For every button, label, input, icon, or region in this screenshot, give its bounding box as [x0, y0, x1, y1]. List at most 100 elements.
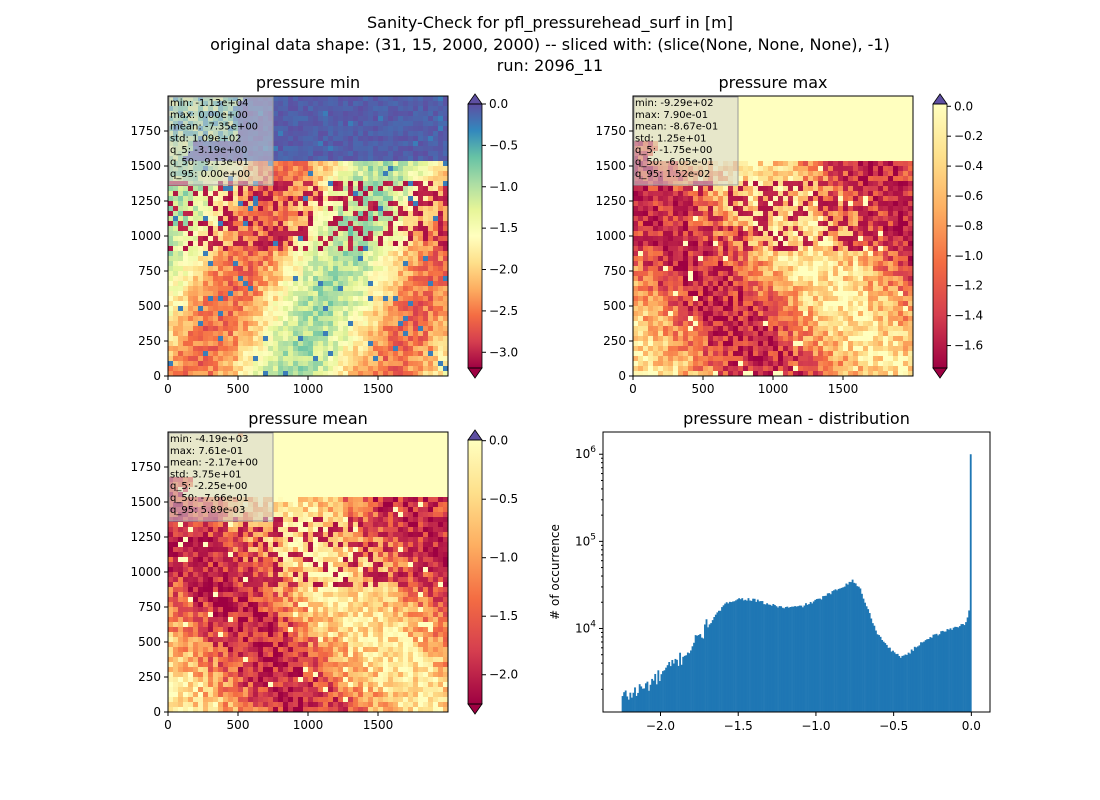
histogram-bar — [836, 590, 838, 712]
histogram-bar — [946, 629, 949, 712]
histogram-bar — [718, 610, 720, 712]
colorbar-gradient — [468, 104, 482, 368]
histogram-bar — [815, 599, 818, 712]
histogram-bar — [839, 588, 842, 712]
histogram-bar — [756, 599, 759, 712]
histogram-bar — [680, 664, 683, 712]
histogram-bar — [623, 692, 626, 712]
histogram-bar — [676, 659, 678, 712]
stats-line: q_95: 5.89e-03 — [170, 505, 245, 516]
histogram-bar — [711, 620, 714, 712]
histogram-bar — [704, 624, 706, 712]
histogram-bar — [752, 598, 755, 712]
y-tick-label: 104 — [575, 619, 596, 635]
histogram-bar — [962, 624, 964, 712]
y-tick-label: 0 — [153, 369, 161, 383]
figure-suptitle-line-2: original data shape: (31, 15, 2000, 2000… — [210, 35, 890, 54]
y-tick-label: 1500 — [595, 159, 626, 173]
colorbar-tick-label: 0.0 — [489, 434, 508, 448]
histogram-bar — [753, 598, 756, 712]
histogram-bar — [772, 604, 775, 712]
x-tick-label: 0 — [164, 718, 172, 732]
histogram-bar — [955, 626, 958, 712]
y-tick-label: 1000 — [595, 229, 626, 243]
y-tick-label: 250 — [138, 670, 161, 684]
histogram-bar — [819, 598, 821, 712]
x-tick-label: −1.5 — [724, 719, 753, 733]
x-tick-label: 1000 — [293, 718, 324, 732]
histogram-bar — [697, 635, 700, 712]
histogram-bar — [929, 637, 932, 712]
histogram-bar — [948, 629, 950, 712]
y-tick-label: 250 — [138, 334, 161, 348]
colorbar-tick-label: −2.0 — [489, 263, 518, 277]
histogram-bar — [876, 634, 879, 712]
colorbar-tick-label: −1.5 — [489, 609, 518, 623]
histogram-bar — [741, 598, 744, 712]
stats-line: q_95: 1.52e-02 — [635, 169, 710, 180]
y-tick-label: 250 — [603, 334, 626, 348]
histogram-bar — [773, 605, 776, 712]
histogram-bar — [784, 607, 787, 712]
stats-line: max: 0.00e+00 — [170, 110, 248, 121]
colorbar-extend-top — [467, 93, 483, 105]
y-tick-label: 106 — [575, 445, 596, 461]
colorbar-tick-label: −2.5 — [489, 304, 518, 318]
histogram-bar — [727, 603, 730, 712]
histogram-bar — [674, 658, 677, 712]
histogram-bar — [825, 595, 828, 712]
histogram-bar — [646, 681, 649, 712]
histogram-bar — [691, 646, 694, 712]
histogram-bar — [949, 628, 952, 712]
histogram-bar — [809, 601, 812, 712]
histogram-bar — [898, 656, 901, 712]
histogram-bar — [934, 634, 936, 712]
histogram-bar — [722, 605, 725, 712]
colorbar-tick-label: −1.4 — [954, 309, 983, 323]
histogram-bar — [634, 687, 636, 712]
histogram-bar — [660, 674, 663, 712]
histogram-bar — [791, 606, 793, 712]
histogram-bar — [730, 602, 733, 712]
histogram-bar — [913, 646, 916, 712]
histogram-bar — [912, 650, 915, 712]
histogram-bar — [738, 598, 741, 712]
y-tick-label: 0 — [618, 369, 626, 383]
stats-line: q_5: -3.19e+00 — [170, 145, 247, 156]
histogram-bar — [884, 643, 887, 712]
colorbar-tick-label: −3.0 — [489, 345, 518, 359]
histogram-bar — [826, 593, 829, 712]
y-tick-label: 1250 — [130, 530, 161, 544]
y-tick-label: 500 — [138, 635, 161, 649]
stats-line: q_50: -9.13e-01 — [170, 157, 249, 168]
histogram-bar — [867, 609, 870, 712]
histogram-bar — [635, 695, 638, 712]
histogram-bar — [648, 690, 650, 712]
histogram-bar — [837, 588, 840, 712]
histogram-bar — [958, 626, 961, 712]
histogram-bar — [901, 655, 904, 712]
histogram-bar — [806, 604, 809, 712]
stats-line: max: 7.61e-01 — [170, 446, 243, 457]
histogram-bar — [801, 607, 804, 712]
histogram-bar — [899, 657, 902, 712]
histogram-bar — [873, 625, 876, 712]
histogram-bar — [823, 595, 826, 712]
histogram-bar — [643, 688, 646, 712]
heatmap-panel-3: pressure mean 0 500 1000 1500 0 250 500 750 1000 1… — [130, 409, 518, 732]
histogram-bar — [708, 624, 711, 712]
x-tick-label: 0 — [164, 382, 172, 396]
histogram-bar — [814, 599, 817, 712]
stats-line: std: 1.09e+02 — [170, 133, 242, 144]
histogram-bar — [941, 630, 944, 712]
histogram-bar — [761, 601, 764, 712]
histogram-bar — [632, 692, 635, 712]
histogram-bar — [702, 638, 705, 712]
colorbar: 0.0 −0.5 −1.0 −1.5 −2.0 — [467, 429, 518, 715]
histogram-bar — [742, 600, 745, 712]
histogram-bar — [714, 614, 717, 712]
histogram-bar — [649, 684, 652, 712]
colorbar-tick-label: −0.8 — [954, 219, 983, 233]
